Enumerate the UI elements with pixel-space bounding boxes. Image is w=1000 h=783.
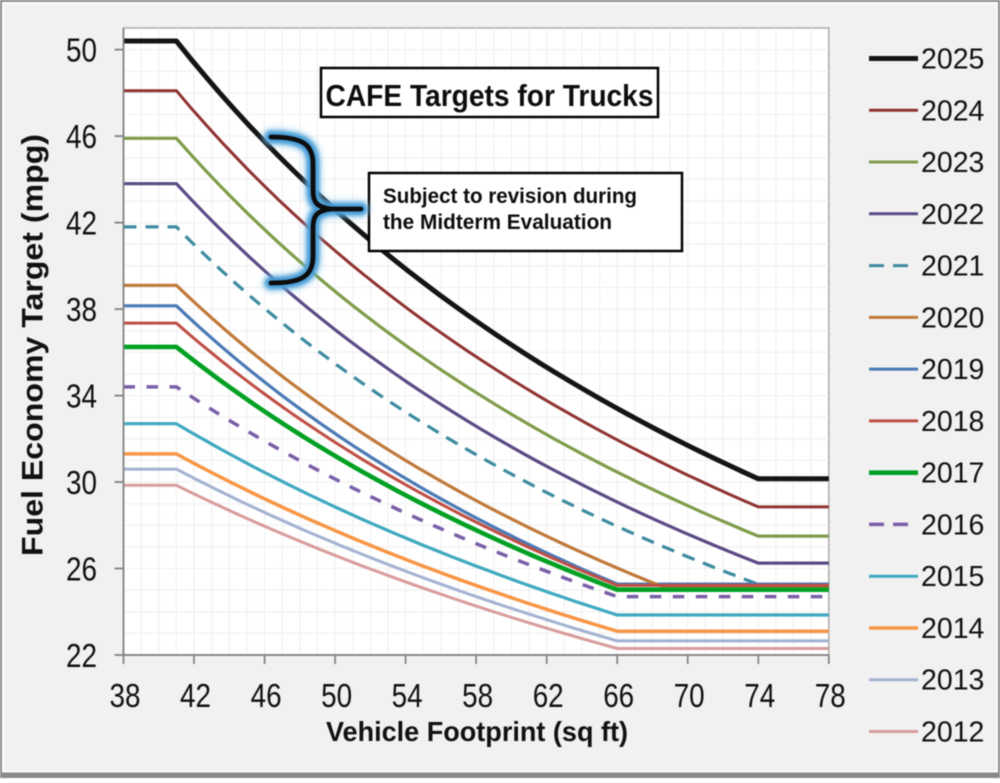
svg-text:2020: 2020	[921, 302, 984, 334]
svg-text:22: 22	[66, 637, 97, 674]
svg-text:2013: 2013	[921, 665, 984, 697]
svg-text:Subject to revision during: Subject to revision during	[383, 185, 637, 208]
svg-text:2022: 2022	[921, 199, 984, 231]
svg-text:the Midterm Evaluation: the Midterm Evaluation	[383, 211, 612, 234]
svg-text:46: 46	[66, 118, 97, 155]
svg-text:78: 78	[815, 677, 846, 714]
svg-text:66: 66	[603, 677, 634, 714]
svg-text:74: 74	[744, 677, 775, 714]
svg-text:2019: 2019	[921, 354, 984, 386]
svg-text:62: 62	[533, 677, 564, 714]
svg-text:50: 50	[66, 31, 97, 68]
svg-text:26: 26	[66, 550, 97, 587]
svg-text:70: 70	[674, 677, 705, 714]
svg-text:46: 46	[251, 677, 282, 714]
svg-text:2018: 2018	[921, 406, 984, 438]
svg-text:34: 34	[66, 377, 97, 414]
svg-text:Vehicle Footprint (sq ft): Vehicle Footprint (sq ft)	[326, 716, 628, 747]
svg-text:42: 42	[66, 204, 97, 241]
svg-text:2015: 2015	[921, 561, 984, 593]
svg-text:2012: 2012	[921, 717, 984, 749]
svg-text:2021: 2021	[921, 251, 984, 283]
svg-text:38: 38	[66, 291, 97, 328]
svg-text:2023: 2023	[921, 147, 984, 179]
svg-text:50: 50	[321, 677, 352, 714]
svg-text:Fuel Economy Target (mpg): Fuel Economy Target (mpg)	[17, 134, 50, 556]
svg-text:2024: 2024	[921, 95, 985, 127]
svg-text:54: 54	[392, 677, 423, 714]
svg-text:42: 42	[180, 677, 211, 714]
svg-text:CAFE Targets for Trucks: CAFE Targets for Trucks	[326, 78, 654, 113]
svg-text:58: 58	[462, 677, 493, 714]
svg-text:2016: 2016	[921, 509, 984, 541]
svg-text:2025: 2025	[921, 44, 984, 76]
svg-text:30: 30	[66, 464, 97, 501]
svg-text:2017: 2017	[921, 458, 984, 490]
svg-text:2014: 2014	[921, 613, 985, 645]
svg-text:38: 38	[110, 677, 141, 714]
